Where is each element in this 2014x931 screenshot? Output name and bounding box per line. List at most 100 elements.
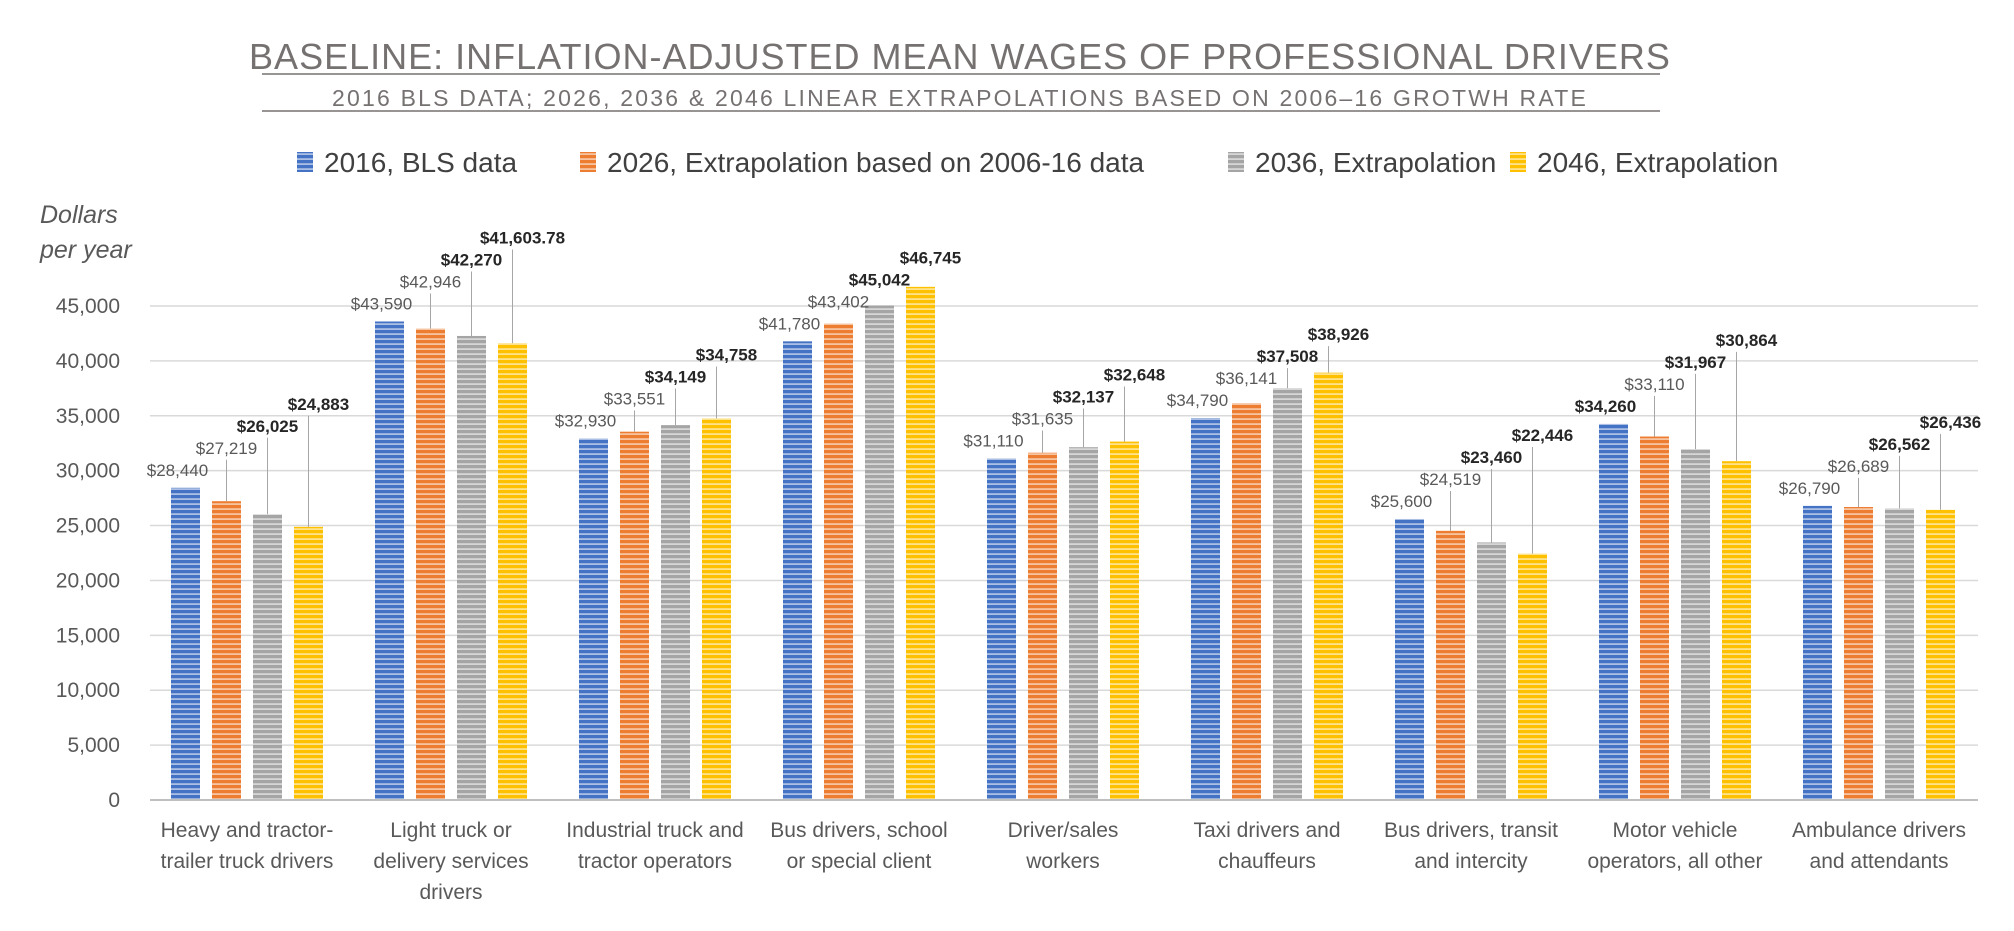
legend-swatch-1 xyxy=(297,152,313,172)
bar xyxy=(620,431,649,800)
leader-lines xyxy=(226,249,1941,554)
bar xyxy=(1640,436,1669,800)
bars xyxy=(171,286,1955,801)
bar xyxy=(865,305,894,800)
data-label: $32,930 xyxy=(555,412,616,431)
bar xyxy=(1885,508,1914,800)
category-label: Driver/sales workers xyxy=(1008,819,1119,873)
bar xyxy=(1599,423,1628,800)
y-tick-label: 25,000 xyxy=(56,515,120,538)
bar xyxy=(824,323,853,800)
data-labels: $28,440 $27,219 $26,025 $24,883 $43,590 $42,9… xyxy=(147,228,1981,510)
bar xyxy=(1395,518,1424,800)
data-label: $26,562 xyxy=(1869,435,1930,454)
data-label: $28,440 xyxy=(147,461,208,480)
legend-label-2: 2026, Extrapolation based on 2006-16 dat… xyxy=(607,147,1145,178)
data-label: $24,519 xyxy=(1420,470,1481,489)
bar xyxy=(702,418,731,800)
legend-label-4: 2046, Extrapolation xyxy=(1537,147,1778,178)
data-label: $23,460 xyxy=(1461,448,1522,467)
data-label: $25,600 xyxy=(1371,492,1432,511)
data-label: $26,790 xyxy=(1779,479,1840,498)
bar xyxy=(1191,418,1220,800)
data-label: $46,745 xyxy=(900,248,961,267)
bar xyxy=(1803,505,1832,800)
y-tick-label: 40,000 xyxy=(56,350,120,373)
category-label: Heavy and tractor-trailer truck drivers xyxy=(161,819,334,873)
chart-subtitle: 2016 BLS DATA; 2026, 2036 & 2046 LINEAR … xyxy=(332,85,1588,111)
bar xyxy=(1844,507,1873,800)
y-tick-label: 20,000 xyxy=(56,569,120,592)
data-label: $27,219 xyxy=(196,439,257,458)
category-label: Ambulance drivers and attendants xyxy=(1792,819,1966,873)
data-label: $34,758 xyxy=(696,346,757,365)
bar xyxy=(661,425,690,800)
y-tick-label: 15,000 xyxy=(56,624,120,647)
y-axis-unit-line-1: Dollars xyxy=(40,201,118,229)
y-tick-label: 10,000 xyxy=(56,679,120,702)
bar xyxy=(1436,530,1465,800)
data-label: $34,260 xyxy=(1575,397,1636,416)
bar xyxy=(1518,553,1547,800)
legend: 2016, BLS data 2026, Extrapolation based … xyxy=(297,147,1778,178)
data-label: $26,436 xyxy=(1920,413,1981,432)
chart-title: BASELINE: INFLATION-ADJUSTED MEAN WAGES … xyxy=(249,36,1671,77)
legend-label-1: 2016, BLS data xyxy=(324,147,517,178)
data-label: $32,648 xyxy=(1104,365,1165,384)
bar xyxy=(987,458,1016,800)
bar xyxy=(906,286,935,801)
bar xyxy=(375,321,404,800)
bar xyxy=(783,341,812,800)
bar xyxy=(1110,441,1139,800)
category-label: Motor vehicle operators, all other xyxy=(1587,819,1762,873)
category-labels: Heavy and tractor-trailer truck drivers L… xyxy=(161,819,1966,904)
bar xyxy=(294,526,323,800)
bar xyxy=(1069,447,1098,800)
category-label: Taxi drivers and chauffeurs xyxy=(1193,819,1340,873)
category-label: Bus drivers, transit and intercity xyxy=(1384,819,1558,873)
y-tick-label: 30,000 xyxy=(56,460,120,483)
legend-swatch-2 xyxy=(580,152,596,172)
bar xyxy=(1232,403,1261,800)
category-label: Industrial truck and tractor operators xyxy=(566,819,743,873)
legend-swatch-3 xyxy=(1228,152,1244,172)
data-label: $41,780 xyxy=(759,314,820,333)
gridlines xyxy=(150,305,1978,746)
data-label: $31,110 xyxy=(963,431,1023,450)
data-label: $38,926 xyxy=(1308,325,1369,344)
bar xyxy=(1477,542,1506,800)
y-tick-label: 0 xyxy=(108,789,120,812)
data-label: $32,137 xyxy=(1053,387,1114,406)
bar xyxy=(416,328,445,800)
bar xyxy=(171,487,200,800)
bar xyxy=(498,343,527,800)
y-tick-label: 45,000 xyxy=(56,295,120,318)
data-label: $36,141 xyxy=(1216,369,1277,388)
y-axis-unit-line-2: per year xyxy=(39,236,133,264)
data-label: $42,946 xyxy=(400,272,461,291)
bar xyxy=(253,514,282,800)
y-axis-unit-label: Dollars per year xyxy=(39,201,133,264)
data-label: $42,270 xyxy=(441,250,502,269)
data-label: $34,149 xyxy=(645,368,706,387)
bar xyxy=(1681,449,1710,800)
bar xyxy=(1028,452,1057,800)
bar xyxy=(457,335,486,800)
y-axis-tick-labels: 0 5,000 10,000 15,000 20,000 25,000 30,000 35,0… xyxy=(56,295,120,812)
data-label: $41,603.78 xyxy=(480,228,565,247)
category-label: Bus drivers, school or special client xyxy=(770,819,947,873)
data-label: $22,446 xyxy=(1512,426,1573,445)
data-label: $24,883 xyxy=(288,395,349,414)
y-tick-label: 35,000 xyxy=(56,405,120,428)
legend-label-3: 2036, Extrapolation xyxy=(1255,147,1496,178)
data-label: $33,551 xyxy=(604,390,665,409)
bar xyxy=(1314,372,1343,800)
data-label: $31,967 xyxy=(1665,353,1726,372)
data-label: $34,790 xyxy=(1167,391,1228,410)
data-label: $43,590 xyxy=(351,294,412,313)
bar xyxy=(212,501,241,800)
bar xyxy=(1273,388,1302,800)
data-label: $26,689 xyxy=(1828,457,1889,476)
data-label: $30,864 xyxy=(1716,331,1778,350)
